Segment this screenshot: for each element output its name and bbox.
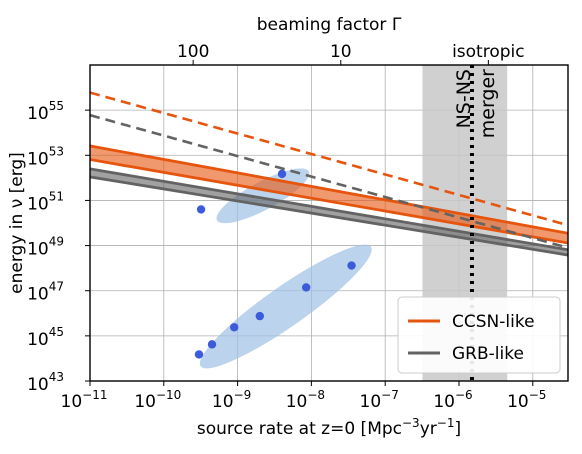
data-point — [194, 350, 204, 359]
point-cluster-ellipse — [199, 244, 372, 369]
y-tick-label: 1045 — [27, 325, 64, 350]
grb-dashed-line — [90, 113, 568, 250]
ccsn-band-upper-line — [90, 144, 568, 235]
top-tick-label: 10 — [330, 42, 352, 62]
ccsn-dashed-line — [90, 91, 568, 227]
data-point — [230, 323, 239, 332]
y-tick-label: 1053 — [27, 144, 64, 169]
x-tick-label: 10−9 — [212, 388, 251, 412]
merger-label-line2: merger — [477, 69, 499, 138]
merger-annotation: NS-NS merger — [453, 69, 499, 138]
data-point — [207, 340, 217, 349]
data-point — [301, 283, 311, 292]
x-tick-label: 10−7 — [360, 388, 399, 412]
y-axis-label: energy in ν [erg] — [7, 152, 27, 294]
plot-frame — [89, 64, 569, 382]
y-tick-labels: 1043 1045 1047 1049 1051 1053 1055 — [27, 99, 90, 395]
x-tick-label: 10−6 — [433, 388, 472, 412]
legend-label: GRB-like — [452, 344, 524, 364]
y-tick-label: 1051 — [27, 189, 64, 214]
ccsn-band-lower-line — [90, 158, 568, 245]
x-tick-label: 10−5 — [507, 388, 546, 412]
top-tick-labels: 100 10 isotropic — [177, 42, 525, 65]
x-tick-labels: 10−11 10−10 10−9 10−8 10−7 10−6 10−5 — [61, 381, 546, 412]
grb-band-upper-line — [90, 167, 568, 252]
y-tick-label: 1047 — [27, 280, 64, 305]
ccsn-band — [90, 145, 568, 243]
data-point — [196, 205, 206, 214]
top-tick-label: isotropic — [452, 42, 525, 62]
legend-label: CCSN-like — [452, 312, 535, 332]
legend: CCSN-like GRB-like — [397, 296, 561, 374]
top-axis-label: beaming factor Γ — [257, 15, 402, 35]
x-tick-label: 10−10 — [134, 388, 181, 412]
x-axis-label: source rate at z=0 [Mpc−3yr−1] — [197, 416, 461, 439]
data-point — [277, 169, 287, 179]
x-tick-label: 10−8 — [286, 388, 325, 412]
merger-label-line1: NS-NS — [453, 69, 475, 128]
top-tick-label: 100 — [177, 42, 209, 62]
data-point — [347, 261, 356, 270]
y-tick-label: 1055 — [27, 99, 64, 124]
y-tick-label: 1043 — [27, 370, 64, 395]
y-tick-label: 1049 — [27, 235, 64, 260]
x-tick-label: 10−11 — [61, 388, 108, 412]
grb-band-lower-line — [90, 175, 568, 257]
data-point — [255, 311, 265, 321]
